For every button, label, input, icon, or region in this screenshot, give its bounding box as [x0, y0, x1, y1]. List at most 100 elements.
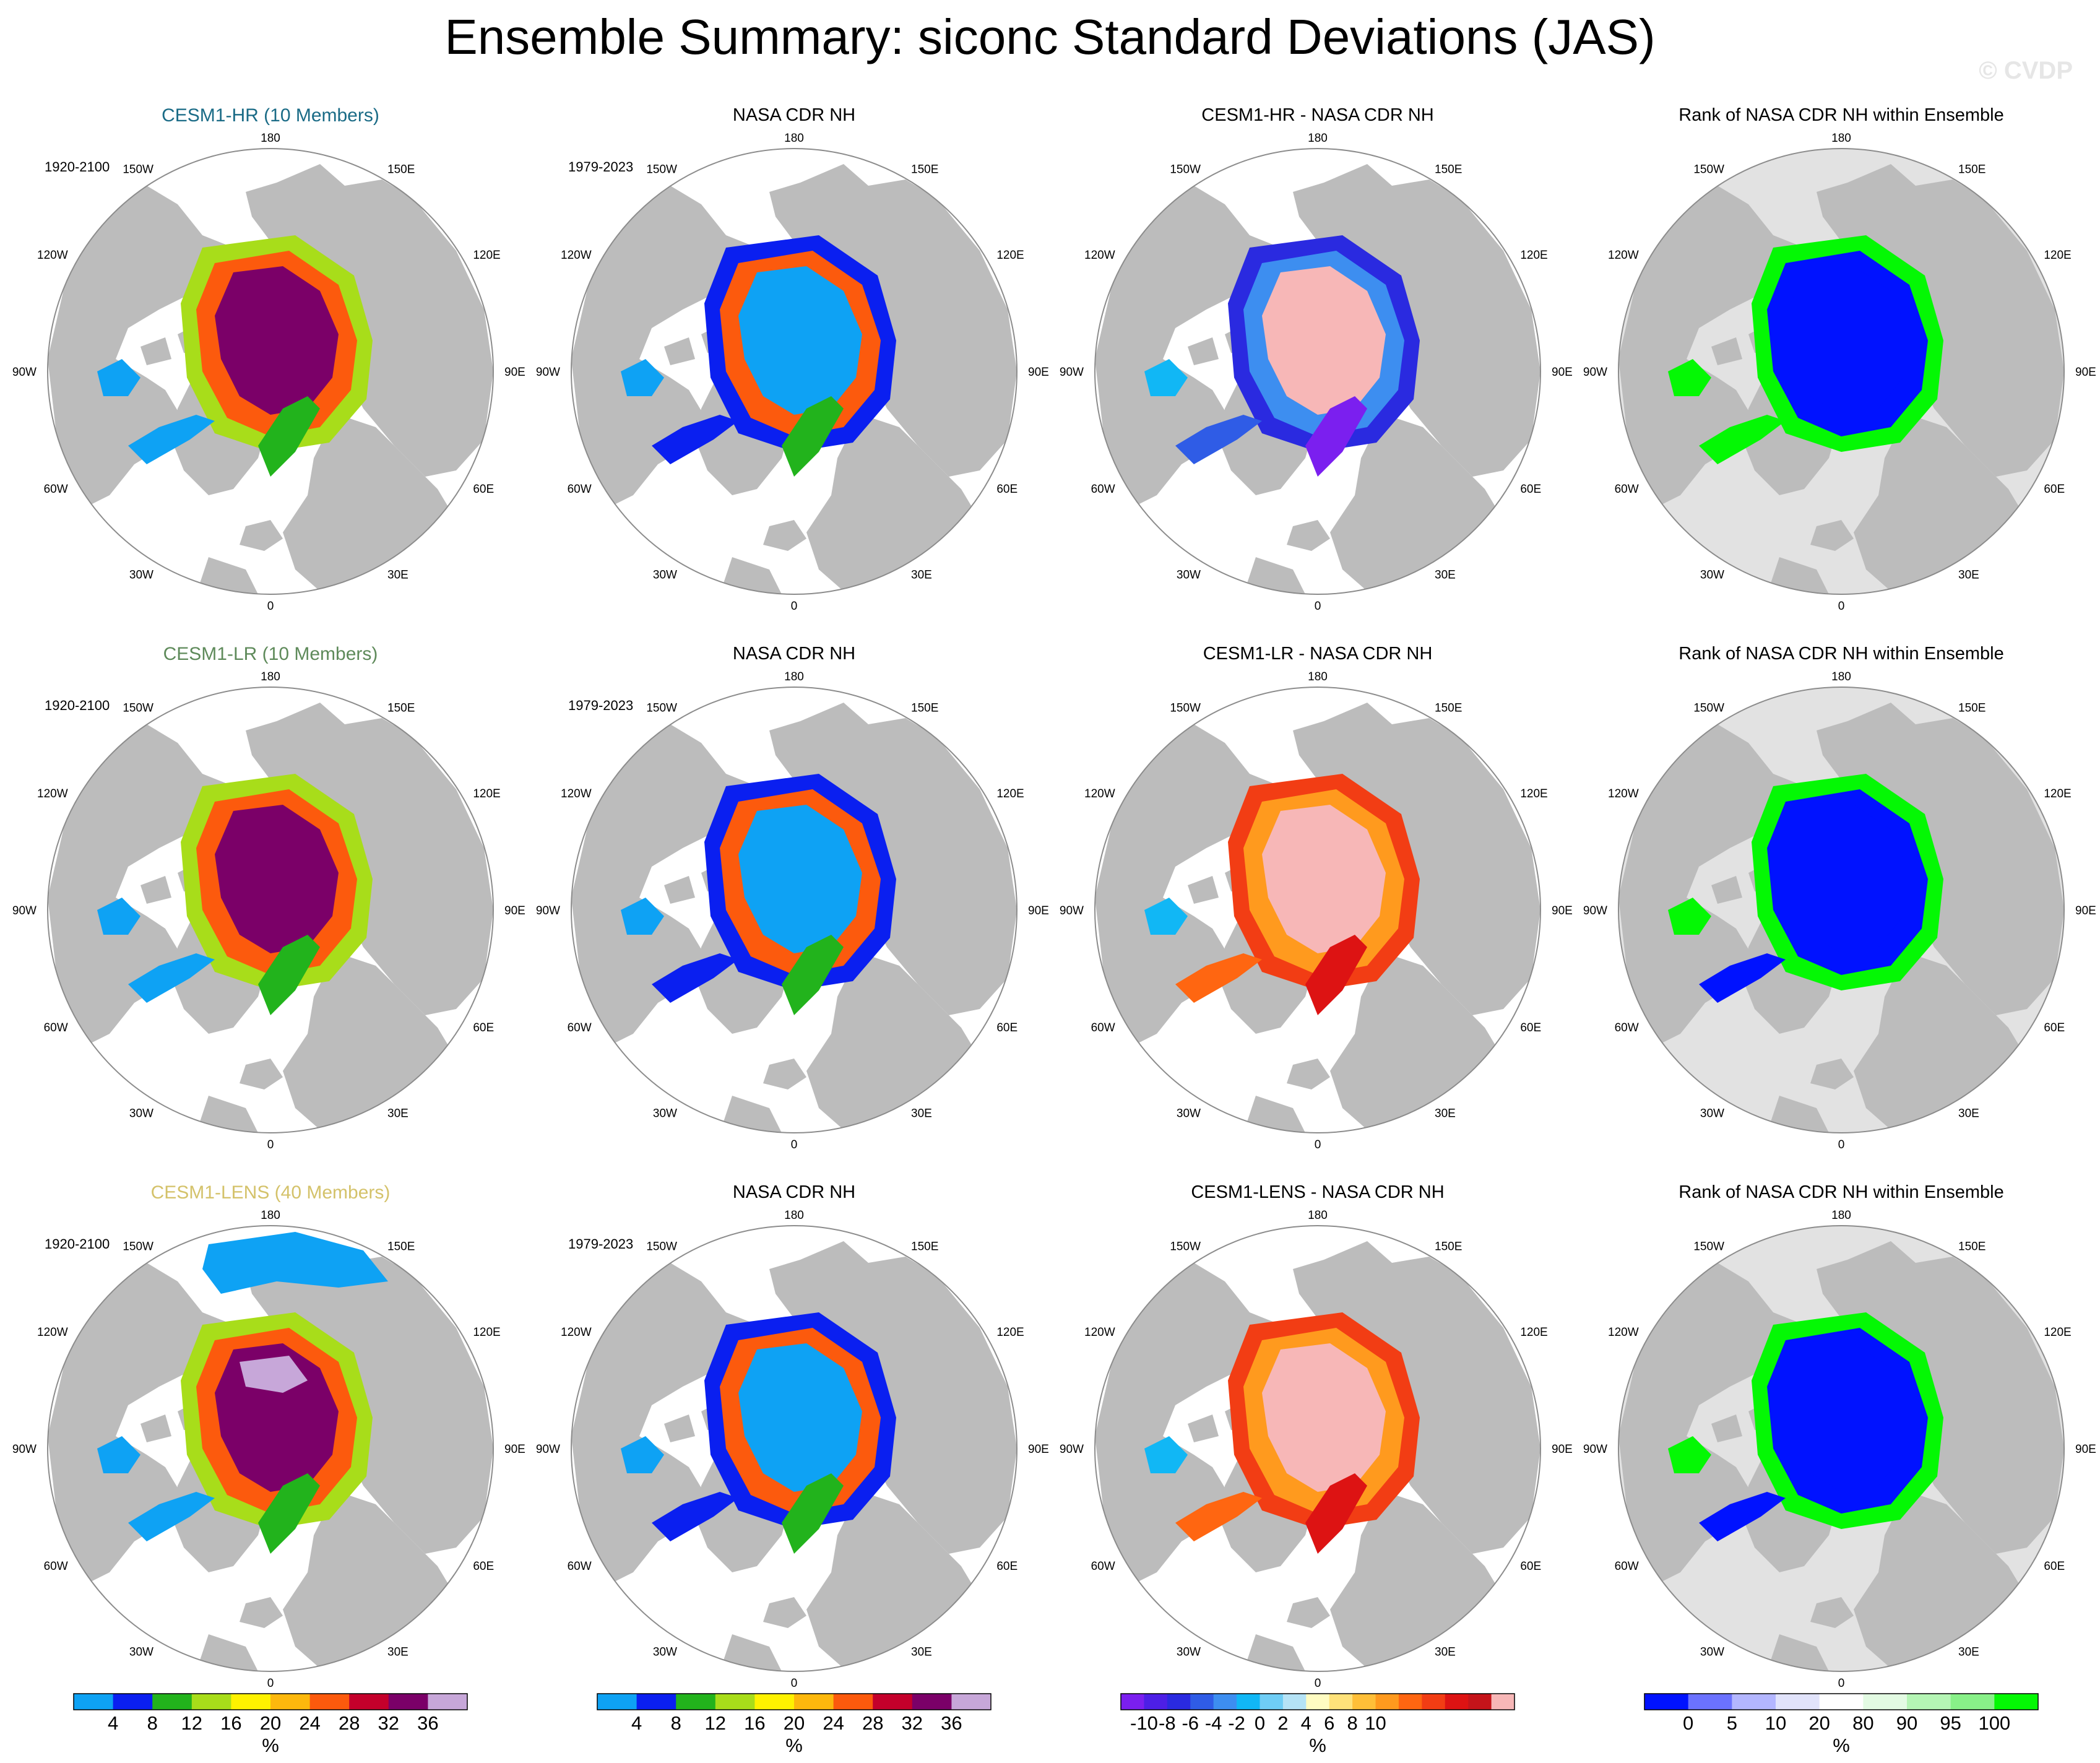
colorbar-tick-label: 16: [744, 1712, 765, 1734]
lon-label: 120E: [1520, 249, 1547, 262]
colorbar-swatch: [1491, 1694, 1515, 1710]
lon-label: 180: [261, 132, 280, 145]
colorbar-tick-label: 4: [1301, 1712, 1311, 1734]
lon-label: 30E: [1958, 1107, 1979, 1120]
map-body: [1095, 687, 1540, 1133]
lon-label: 0: [1315, 600, 1321, 613]
colorbar-tick-label: 24: [299, 1712, 320, 1734]
colorbar-tick-label: 100: [1978, 1712, 2010, 1734]
lon-label: 150W: [646, 1241, 677, 1254]
land-mass: [664, 1414, 695, 1442]
colorbar-swatch: [1260, 1694, 1284, 1710]
lon-label: 90W: [12, 366, 37, 379]
land-mass: [1188, 876, 1219, 904]
lon-label: 150E: [1435, 163, 1462, 176]
lon-label: 120E: [2044, 787, 2071, 800]
lon-label: 30W: [1700, 568, 1724, 581]
colorbar-swatch: [1306, 1694, 1330, 1710]
colorbar-swatch: [636, 1694, 676, 1710]
lon-label: 30W: [129, 1107, 153, 1120]
map-panel-obs: 180 150E 120E 90E 60E 30E 0 30W 60W 90W 120W 150W: [536, 670, 1049, 1151]
colorbar-swatch: [309, 1694, 350, 1710]
colorbar-swatch: [754, 1694, 795, 1710]
lon-label: 90E: [1028, 366, 1049, 379]
lon-label: 30E: [387, 1107, 408, 1120]
colorbar-tick-label: 20: [1808, 1712, 1830, 1734]
colorbar-swatch: [428, 1694, 468, 1710]
land-mass: [1810, 1597, 1854, 1628]
colorbar-units: %: [1833, 1735, 1850, 1756]
lon-label: 120E: [1520, 1326, 1547, 1339]
map-body: [571, 687, 1017, 1133]
land-mass: [1287, 1597, 1330, 1628]
lon-label: 150E: [387, 163, 415, 176]
land-mass: [1817, 703, 2064, 1015]
lon-label: 180: [1308, 132, 1328, 145]
colorbar-swatch: [1994, 1694, 2039, 1710]
map-body: [1618, 149, 2064, 594]
lon-label: 0: [1838, 1138, 1845, 1151]
lon-label: 120E: [2044, 249, 2071, 262]
colorbar-swatch: [833, 1694, 873, 1710]
colorbar-tick-label: 6: [1324, 1712, 1334, 1734]
lon-label: 120E: [2044, 1326, 2071, 1339]
lon-label: 30W: [1700, 1645, 1724, 1658]
rank-panel-title: Rank of NASA CDR NH within Ensemble: [1679, 644, 2004, 664]
lon-label: 90E: [1552, 904, 1573, 917]
sea-ice-field: [1144, 235, 1420, 477]
land-mass: [196, 1634, 258, 1671]
colorbar-swatch: [349, 1694, 389, 1710]
lon-label: 90W: [536, 904, 560, 917]
lon-label: 90W: [1583, 904, 1607, 917]
map-panel-model: 180 150E 120E 90E 60E 30E 0 30W 60W 90W 120W 150W: [12, 1209, 525, 1690]
lon-label: 60W: [44, 483, 68, 496]
sea-ice-field: [621, 235, 896, 477]
lon-label: 90E: [1028, 904, 1049, 917]
colorbar-frame: [1120, 1693, 1515, 1710]
map-panel-diff: 180 150E 120E 90E 60E 30E 0 30W 60W 90W 120W 150W: [1060, 1209, 1573, 1690]
land-mass: [1293, 1241, 1540, 1554]
colorbar-swatch: [1732, 1694, 1776, 1710]
land-mass: [1767, 557, 1829, 594]
lon-label: 150E: [911, 163, 938, 176]
colorbar-units: %: [1309, 1735, 1326, 1756]
colorbar-swatch: [1352, 1694, 1376, 1710]
lon-label: 0: [267, 600, 274, 613]
lon-label: 30E: [387, 568, 408, 581]
model-panel-title: CESM1-LENS (40 Members): [150, 1182, 391, 1203]
map-panel-rank: 180 150E 120E 90E 60E 30E 0 30W 60W 90W 120W 150W: [1583, 1209, 2096, 1690]
map-panel-diff: 180 150E 120E 90E 60E 30E 0 30W 60W 90W 120W 150W: [1060, 670, 1573, 1151]
colorbar-tick-label: -10: [1130, 1712, 1158, 1734]
land-mass: [1817, 164, 2064, 477]
lon-label: 90W: [12, 904, 37, 917]
lon-label: 180: [784, 670, 804, 683]
lon-label: 150W: [1693, 702, 1724, 715]
land-mass: [769, 1241, 1017, 1554]
map-body: [571, 1226, 1017, 1671]
diff-panel-title: CESM1-LR - NASA CDR NH: [1203, 644, 1433, 664]
colorbar-swatch: [1213, 1694, 1237, 1710]
colorbar-tick-label: 95: [1940, 1712, 1961, 1734]
colorbar-swatch: [676, 1694, 716, 1710]
lon-label: 30E: [1435, 568, 1456, 581]
colorbar-swatch: [1375, 1694, 1399, 1710]
lon-label: 30E: [911, 568, 932, 581]
land-mass: [196, 557, 258, 594]
lon-label: 30E: [1958, 1645, 1979, 1658]
lon-label: 60E: [1520, 483, 1541, 496]
map-border: [1618, 1225, 2065, 1672]
hudson-bay-ice: [621, 898, 664, 935]
lon-label: 180: [1831, 670, 1851, 683]
lon-label: 60W: [1091, 1021, 1115, 1034]
colorbar-swatch: [74, 1694, 114, 1710]
land-mass: [140, 876, 171, 904]
diff-core: [1262, 266, 1386, 415]
lon-label: 60E: [473, 483, 494, 496]
lon-label: 120E: [996, 1326, 1024, 1339]
lon-label: 120W: [561, 787, 592, 800]
obs-panel-title: NASA CDR NH: [732, 105, 856, 125]
colorbar-frame: [73, 1693, 468, 1710]
land-mass: [246, 1241, 493, 1554]
lon-label: 60W: [568, 1560, 592, 1573]
lon-label: 120W: [37, 249, 68, 262]
